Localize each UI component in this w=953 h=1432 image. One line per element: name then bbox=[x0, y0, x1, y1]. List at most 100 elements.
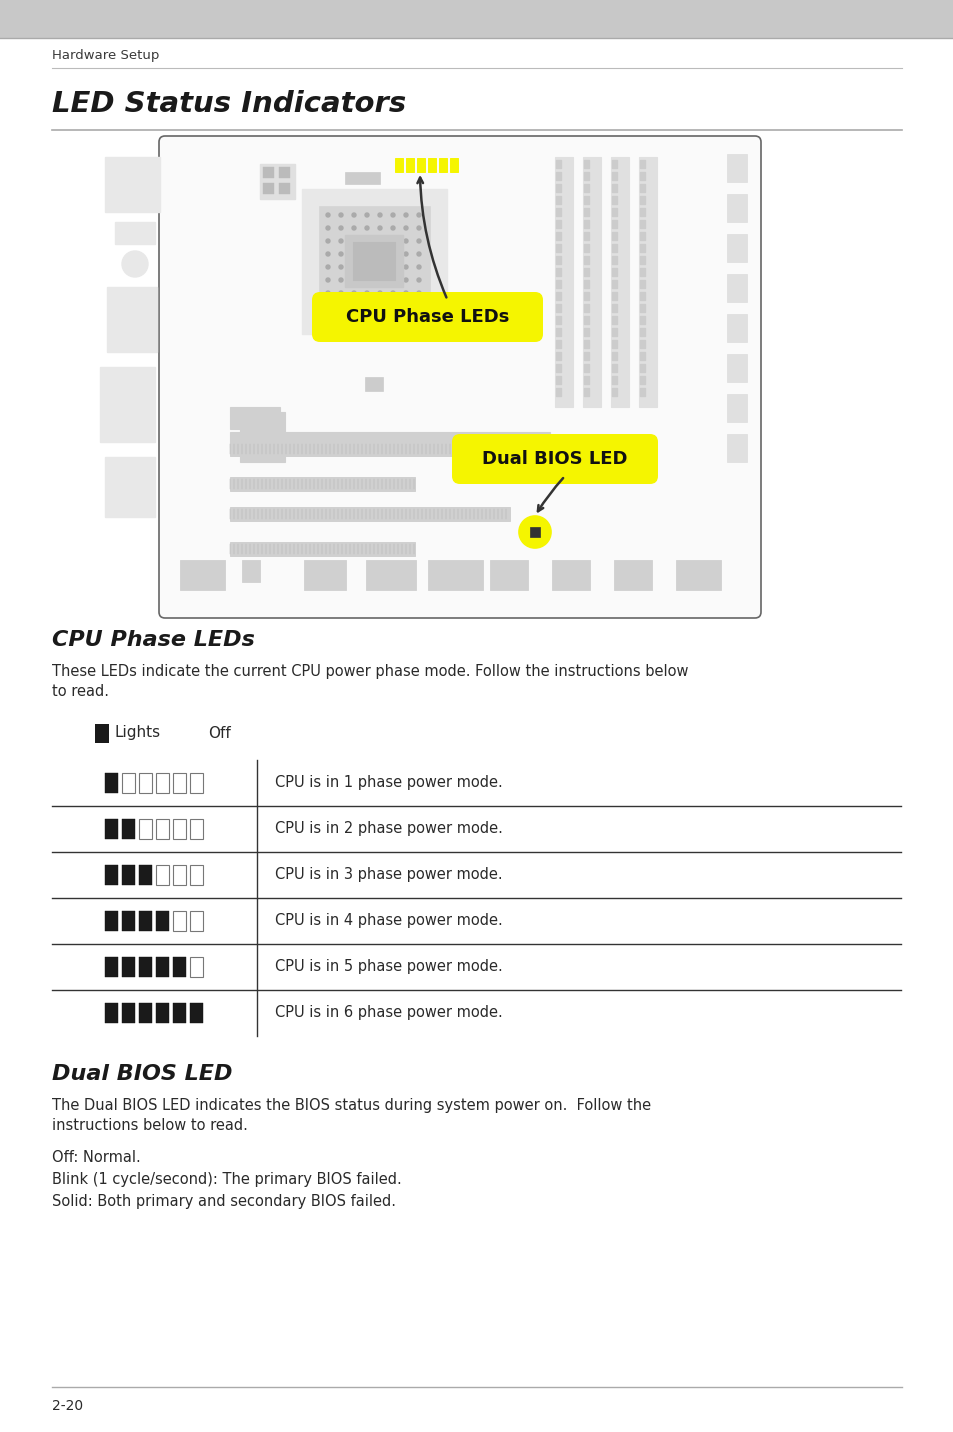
Circle shape bbox=[338, 213, 343, 218]
Bar bbox=[115, 222, 154, 243]
Bar bbox=[319, 208, 430, 316]
Bar bbox=[428, 560, 482, 590]
Bar bbox=[556, 221, 560, 228]
Bar bbox=[583, 316, 588, 324]
Bar bbox=[173, 819, 186, 839]
Bar bbox=[556, 377, 560, 384]
Bar bbox=[726, 155, 746, 182]
Circle shape bbox=[365, 291, 369, 295]
Bar bbox=[556, 388, 560, 397]
Text: Off: Normal.: Off: Normal. bbox=[52, 1150, 141, 1166]
Bar bbox=[726, 274, 746, 302]
Circle shape bbox=[377, 252, 381, 256]
Circle shape bbox=[326, 252, 330, 256]
Bar bbox=[583, 208, 588, 216]
Bar bbox=[583, 221, 588, 228]
Circle shape bbox=[416, 226, 420, 231]
FancyBboxPatch shape bbox=[452, 434, 658, 484]
Bar bbox=[139, 819, 152, 839]
Text: instructions below to read.: instructions below to read. bbox=[52, 1118, 248, 1133]
Bar bbox=[612, 208, 617, 216]
Bar bbox=[556, 339, 560, 348]
Bar bbox=[139, 1002, 152, 1022]
Circle shape bbox=[391, 252, 395, 256]
Circle shape bbox=[352, 291, 355, 295]
Circle shape bbox=[352, 239, 355, 243]
Bar bbox=[278, 168, 290, 178]
Bar bbox=[240, 442, 285, 463]
Bar bbox=[52, 760, 900, 1035]
Bar bbox=[556, 183, 560, 192]
Bar bbox=[173, 865, 186, 885]
Bar bbox=[639, 172, 644, 180]
Bar bbox=[416, 158, 424, 172]
Bar bbox=[278, 183, 290, 193]
Bar bbox=[263, 183, 274, 193]
Bar bbox=[556, 243, 560, 252]
Bar bbox=[639, 339, 644, 348]
Bar bbox=[583, 160, 588, 168]
Bar bbox=[583, 352, 588, 359]
Circle shape bbox=[365, 304, 369, 308]
Circle shape bbox=[352, 278, 355, 282]
Bar bbox=[612, 281, 617, 288]
Text: These LEDs indicate the current CPU power phase mode. Follow the instructions be: These LEDs indicate the current CPU powe… bbox=[52, 664, 688, 679]
Bar bbox=[530, 527, 539, 537]
Bar bbox=[180, 560, 225, 590]
Bar bbox=[612, 196, 617, 203]
Bar bbox=[191, 819, 203, 839]
Bar bbox=[191, 1002, 203, 1022]
Bar bbox=[583, 364, 588, 372]
Circle shape bbox=[416, 239, 420, 243]
Circle shape bbox=[365, 226, 369, 231]
Bar bbox=[100, 367, 154, 442]
Circle shape bbox=[377, 226, 381, 231]
Bar bbox=[191, 911, 203, 931]
Bar bbox=[610, 158, 628, 407]
Bar bbox=[612, 352, 617, 359]
Bar bbox=[191, 957, 203, 977]
Bar bbox=[639, 292, 644, 299]
Text: CPU is in 5 phase power mode.: CPU is in 5 phase power mode. bbox=[274, 959, 502, 975]
Bar bbox=[230, 442, 510, 455]
Bar bbox=[106, 957, 118, 977]
Circle shape bbox=[518, 516, 551, 548]
Circle shape bbox=[326, 213, 330, 218]
Bar bbox=[122, 819, 135, 839]
Bar bbox=[639, 388, 644, 397]
Bar bbox=[639, 304, 644, 312]
Bar bbox=[106, 819, 118, 839]
Text: to read.: to read. bbox=[52, 684, 109, 699]
Circle shape bbox=[352, 304, 355, 308]
Circle shape bbox=[326, 304, 330, 308]
Text: Dual BIOS LED: Dual BIOS LED bbox=[482, 450, 627, 468]
Circle shape bbox=[377, 265, 381, 269]
Bar bbox=[105, 457, 154, 517]
Bar bbox=[106, 865, 118, 885]
Bar bbox=[191, 865, 203, 885]
Circle shape bbox=[122, 251, 148, 276]
Text: The Dual BIOS LED indicates the BIOS status during system power on.  Follow the: The Dual BIOS LED indicates the BIOS sta… bbox=[52, 1098, 651, 1113]
Bar bbox=[230, 407, 280, 430]
Bar bbox=[365, 377, 382, 391]
Circle shape bbox=[403, 252, 408, 256]
Bar bbox=[122, 865, 135, 885]
Bar bbox=[406, 158, 414, 172]
Bar bbox=[106, 773, 118, 793]
Text: LED Status Indicators: LED Status Indicators bbox=[52, 90, 406, 117]
Bar bbox=[639, 364, 644, 372]
Text: Off: Off bbox=[208, 726, 231, 740]
Bar bbox=[302, 189, 447, 334]
Text: CPU is in 1 phase power mode.: CPU is in 1 phase power mode. bbox=[274, 776, 502, 790]
Bar bbox=[156, 911, 170, 931]
Bar bbox=[612, 377, 617, 384]
Circle shape bbox=[352, 265, 355, 269]
Bar bbox=[156, 865, 170, 885]
Text: CPU is in 6 phase power mode.: CPU is in 6 phase power mode. bbox=[274, 1005, 502, 1021]
Bar bbox=[556, 292, 560, 299]
Bar bbox=[556, 281, 560, 288]
Bar bbox=[95, 725, 109, 743]
Circle shape bbox=[377, 291, 381, 295]
Bar bbox=[583, 183, 588, 192]
Text: CPU is in 3 phase power mode.: CPU is in 3 phase power mode. bbox=[274, 868, 502, 882]
